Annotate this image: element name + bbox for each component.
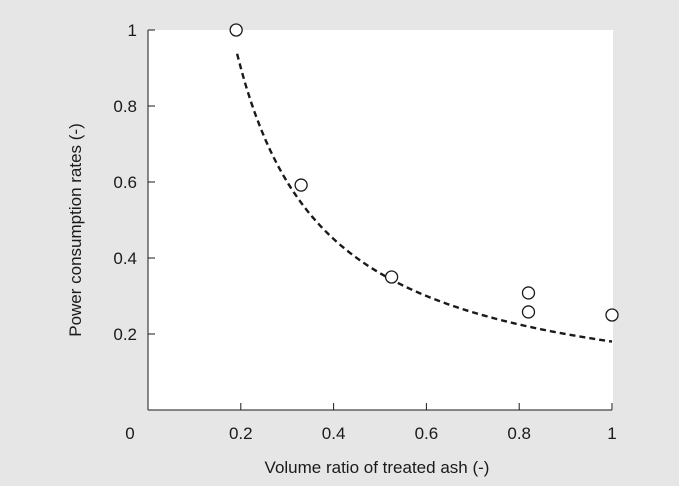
data-point	[605, 308, 619, 322]
data-point	[229, 23, 243, 37]
x-tick-label: 0.8	[507, 424, 531, 443]
data-points	[229, 23, 619, 322]
x-tick-label: 1	[607, 424, 616, 443]
x-ticks: 0 0.2 0.4 0.6 0.8 1	[125, 403, 617, 443]
x-tick-label: 0	[125, 424, 134, 443]
y-axis-title: Power consumption rates (-)	[66, 123, 85, 337]
data-point	[294, 178, 308, 192]
plot-area	[148, 30, 613, 410]
y-tick-label: 0.2	[113, 325, 137, 344]
data-point	[521, 305, 536, 319]
y-tick-label: 0.6	[113, 173, 137, 192]
fit-curve	[235, 53, 613, 343]
data-point	[521, 286, 536, 300]
axes	[147, 30, 612, 411]
y-tick-label: 0.8	[113, 97, 137, 116]
x-tick-label: 0.4	[322, 424, 346, 443]
x-axis-title: Volume ratio of treated ash (-)	[265, 458, 490, 477]
y-tick-label: 0.4	[113, 249, 137, 268]
x-tick-label: 0.2	[229, 424, 253, 443]
data-point	[384, 270, 399, 284]
y-tick-label: 1	[128, 21, 137, 40]
x-tick-label: 0.6	[415, 424, 439, 443]
y-ticks: 0.2 0.4 0.6 0.8 1	[113, 21, 155, 344]
